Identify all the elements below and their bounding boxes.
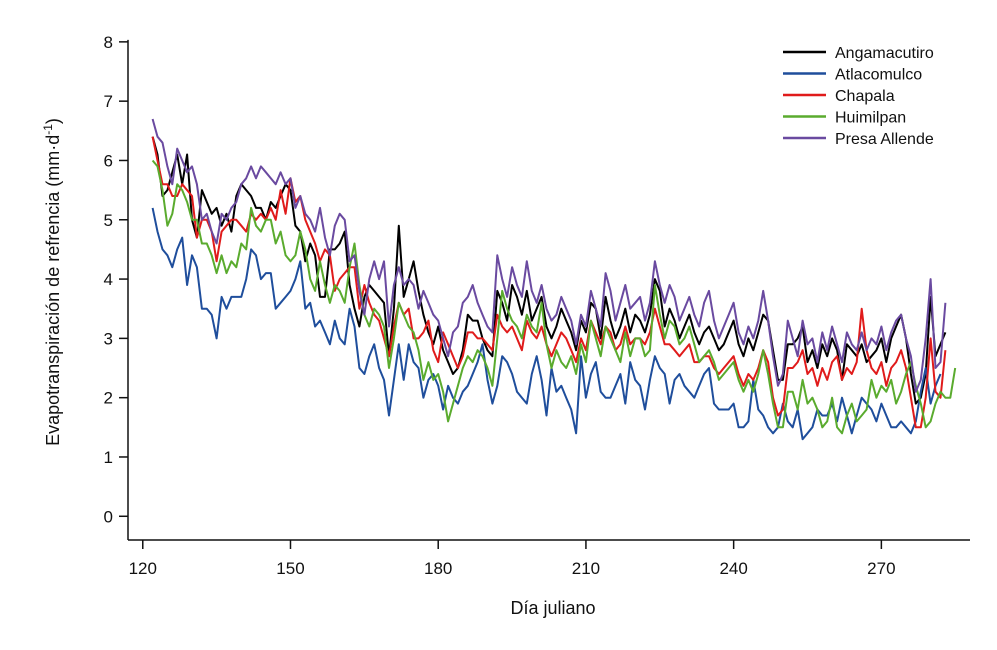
legend: Angamacutiro Atlacomulco Chapala Huimilpan P…	[783, 45, 934, 148]
legend-label-presa-allende: Presa Allende	[835, 131, 934, 148]
x-tick-label: 180	[424, 559, 452, 578]
x-tick-label: 120	[129, 559, 157, 578]
y-ticks: 0 1 2 3 4 5 6 7 8	[104, 33, 128, 526]
x-tick-label: 270	[867, 559, 895, 578]
x-ticks: 120 150 180 210 240 270	[129, 540, 896, 578]
y-tick-label: 2	[104, 389, 113, 408]
x-tick-label: 240	[719, 559, 747, 578]
y-tick-label: 0	[104, 507, 113, 526]
y-tick-label: 6	[104, 151, 113, 170]
y-tick-label: 3	[104, 329, 113, 348]
y-tick-label: 8	[104, 33, 113, 52]
series-line-angamacutiro	[151, 136, 947, 405]
y-axis-title-superscript: -1	[41, 124, 55, 135]
legend-label-huimilpan: Huimilpan	[835, 110, 906, 127]
axes: 0 1 2 3 4 5 6 7 8 120 150 180 210 240 270	[104, 33, 970, 578]
x-tick-label: 150	[276, 559, 304, 578]
series-line-huimilpan	[151, 159, 957, 435]
y-tick-label: 7	[104, 92, 113, 111]
x-tick-label: 210	[572, 559, 600, 578]
legend-label-angamacutiro: Angamacutiro	[835, 45, 934, 62]
series-line-atlacomulco	[151, 207, 942, 441]
legend-label-atlacomulco: Atlacomulco	[835, 67, 922, 84]
x-axis-title: Día juliano	[510, 598, 595, 618]
y-tick-label: 1	[104, 448, 113, 467]
y-axis-title: Evapotranspiración de refrencia (mm·d-1)	[41, 118, 63, 446]
series-line-chapala	[151, 136, 947, 429]
y-tick-label: 4	[104, 270, 113, 289]
y-tick-label: 5	[104, 211, 113, 230]
legend-label-chapala: Chapala	[835, 88, 895, 105]
series-line-presa-allende	[151, 118, 947, 393]
series-lines	[151, 118, 957, 441]
y-axis-title-close: )	[43, 118, 63, 124]
y-axis-title-main: Evapotranspiración de refrencia (mm·d	[43, 135, 63, 446]
